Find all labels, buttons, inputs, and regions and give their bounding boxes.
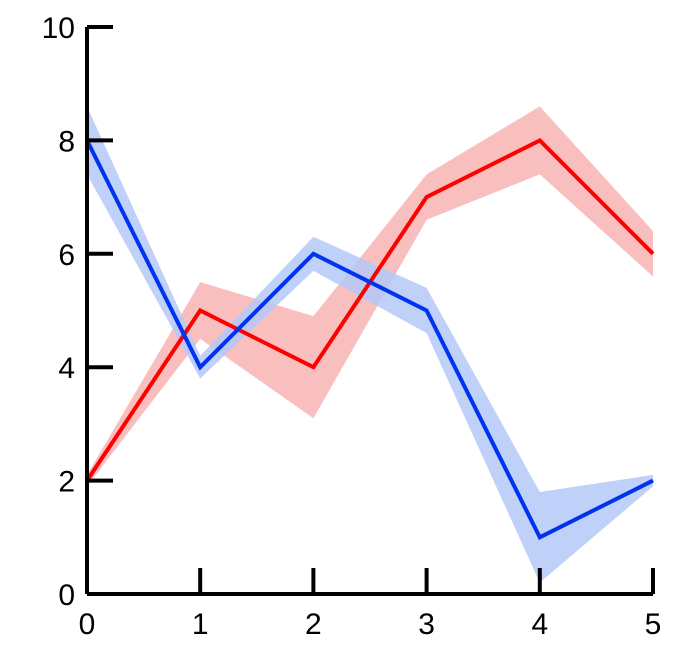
y-tick-label-4: 4 (58, 352, 75, 385)
x-tick-label-5: 5 (645, 608, 662, 641)
y-tick-label-10: 10 (42, 12, 75, 45)
x-tick-label-1: 1 (192, 608, 209, 641)
series-2-line (85, 139, 654, 540)
x-tick-label-2: 2 (305, 608, 322, 641)
series-2-band (87, 106, 653, 583)
y-tick-label-8: 8 (58, 125, 75, 158)
y-tick-label-0: 0 (58, 579, 75, 612)
series-lines (85, 137, 655, 540)
y-tick-label-2: 2 (58, 466, 75, 499)
confidence-bands (87, 106, 653, 583)
tick-marks (85, 25, 655, 596)
axes (85, 27, 653, 596)
x-tick-label-0: 0 (79, 608, 96, 641)
tick-labels: 0 2 4 6 8 10 0 1 2 3 4 5 (42, 12, 662, 641)
x-tick-label-3: 3 (418, 608, 435, 641)
y-tick-label-6: 6 (58, 239, 75, 272)
x-tick-label-4: 4 (531, 608, 548, 641)
